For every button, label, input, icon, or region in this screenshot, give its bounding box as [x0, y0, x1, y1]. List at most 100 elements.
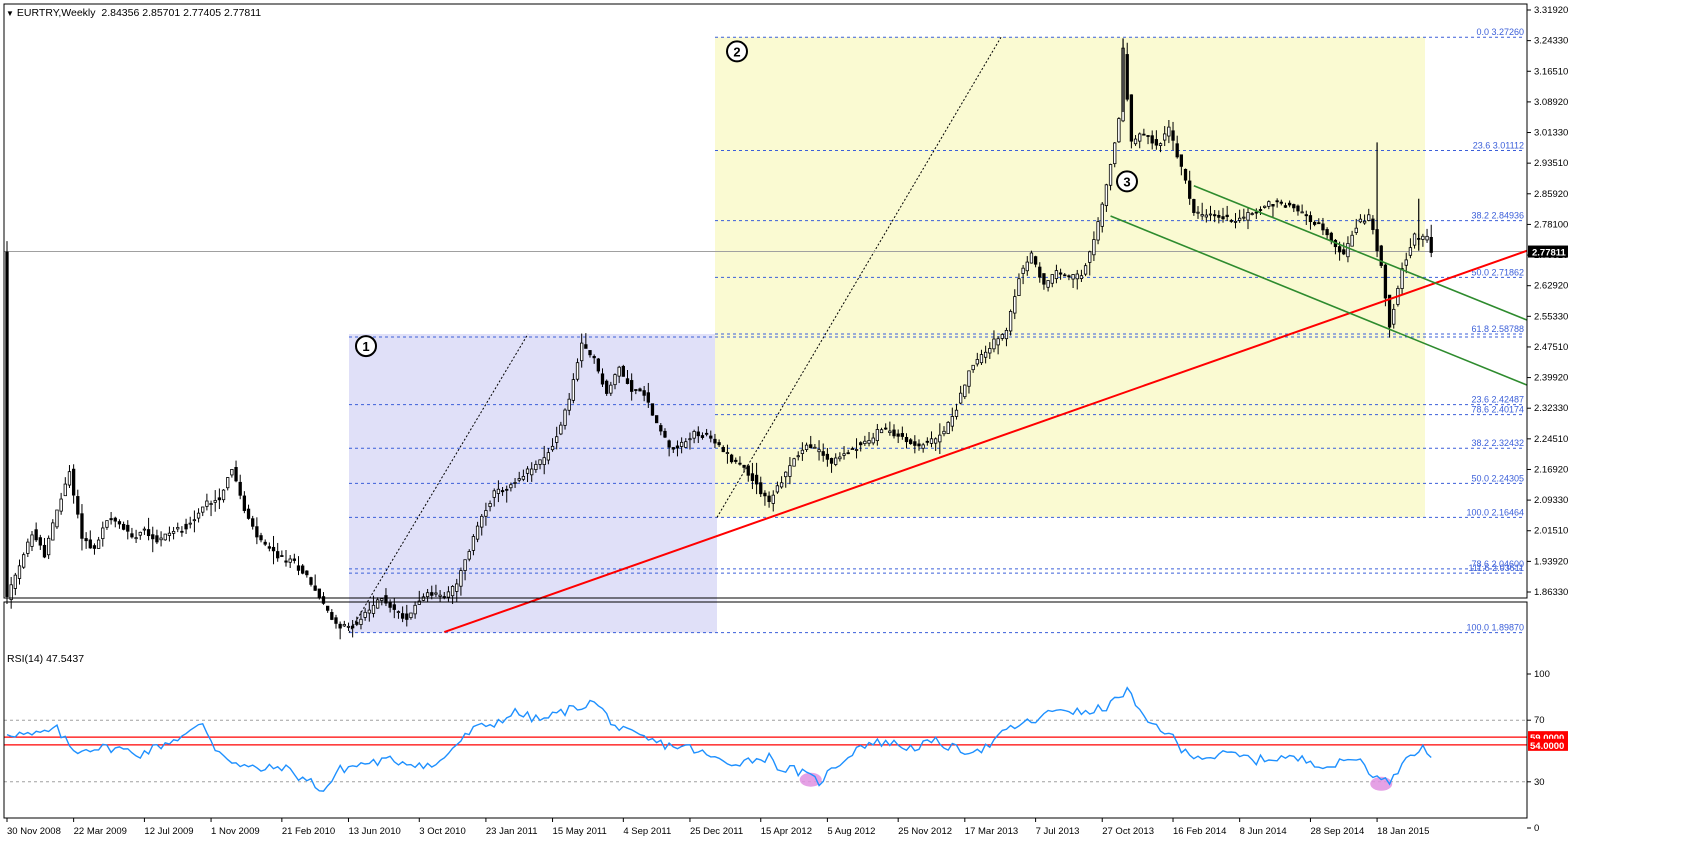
candle-body: [146, 529, 151, 537]
candle-body: [900, 433, 904, 437]
candle-body: [954, 409, 959, 417]
candle-body: [1271, 204, 1275, 207]
candle-body: [759, 482, 763, 495]
candle-body: [388, 601, 392, 608]
candle-body: [450, 586, 455, 597]
candle-body: [842, 453, 846, 456]
candle-body: [1079, 275, 1084, 279]
candle-body: [230, 469, 234, 476]
candle-body: [55, 509, 59, 528]
symbol-header: ▼ EURTRY,Weekly 2.84356 2.85701 2.77405 2…: [6, 7, 261, 19]
candle-body: [713, 438, 717, 444]
candle-body: [721, 447, 725, 453]
candle-body: [371, 604, 376, 614]
rsi-header: RSI(14) 47.5437: [7, 653, 85, 665]
candle-body: [101, 527, 105, 540]
candle-body: [1296, 205, 1300, 212]
candle-body: [1325, 229, 1329, 236]
candle-body: [317, 588, 321, 599]
candle-body: [463, 559, 467, 571]
price-tick-label: 3.08920: [1534, 97, 1568, 108]
candle-body: [1108, 164, 1113, 186]
fib2-level-5-label: 78.6 2.40174: [1471, 405, 1524, 415]
time-tick-label: 18 Jan 2015: [1377, 826, 1429, 837]
candle-body: [1342, 249, 1346, 255]
candle-body: [921, 444, 925, 449]
candle-body: [1267, 201, 1271, 207]
candle-body: [1292, 204, 1296, 209]
candle-body: [829, 458, 834, 464]
candle-body: [525, 468, 530, 474]
candle-body: [555, 436, 559, 443]
candle-body: [742, 464, 746, 468]
candle-body: [1429, 237, 1433, 253]
candle-body: [1350, 234, 1354, 247]
candle-body: [1329, 232, 1333, 242]
candle-body: [126, 524, 130, 532]
candle-body: [396, 611, 401, 614]
candle-body: [575, 362, 580, 380]
fib2-level-2-label: 38.2 2.84936: [1471, 211, 1524, 221]
candle-body: [334, 617, 338, 624]
candle-body: [405, 613, 409, 620]
price-tick-label: 2.24510: [1534, 434, 1568, 445]
candle-body: [1242, 216, 1246, 219]
candle-body: [330, 612, 334, 620]
candle-body: [1025, 261, 1029, 272]
time-tick-label: 15 May 2011: [553, 826, 607, 837]
candle-body: [1379, 245, 1383, 266]
time-tick-label: 3 Oct 2010: [419, 826, 465, 837]
candle-body: [596, 358, 600, 372]
candle-body: [213, 500, 217, 503]
candle-body: [854, 449, 859, 451]
candle-body: [542, 457, 546, 465]
time-tick-label: 23 Jan 2011: [486, 826, 538, 837]
candle-body: [550, 445, 555, 451]
collapse-arrow-icon[interactable]: ▼: [6, 9, 14, 18]
candle-body: [1196, 211, 1200, 214]
candle-body: [221, 489, 226, 501]
candle-body: [1104, 184, 1109, 207]
candle-body: [409, 612, 413, 619]
candle-body: [292, 558, 296, 561]
price-tick-label: 2.47510: [1534, 342, 1568, 353]
candle-body: [834, 457, 838, 465]
rsi-level-label: 59.0000: [1530, 733, 1564, 744]
candle-body: [455, 583, 459, 592]
candle-body: [1383, 264, 1388, 299]
candle-body: [1167, 126, 1171, 137]
candle-body: [1250, 213, 1254, 215]
candle-body: [563, 409, 567, 426]
candle-body: [96, 539, 101, 549]
candle-body: [1404, 259, 1408, 266]
candle-body: [417, 600, 421, 605]
candle-body: [63, 483, 67, 497]
candle-body: [26, 541, 30, 554]
fib2-level-0-label: 0.0 3.27260: [1476, 27, 1524, 37]
candle-body: [1238, 217, 1242, 221]
candle-body: [825, 453, 830, 460]
candle-body: [988, 348, 992, 354]
candle-body: [696, 431, 700, 437]
candle-body: [1367, 214, 1371, 221]
candle-body: [654, 415, 659, 424]
candle-body: [700, 435, 705, 438]
candle-body: [459, 570, 463, 587]
candle-body: [1183, 168, 1188, 181]
candle-body: [51, 522, 55, 541]
candle-body: [863, 440, 867, 445]
candle-body: [238, 481, 242, 496]
candle-body: [538, 459, 542, 465]
annotation-label: 1: [362, 339, 369, 354]
candle-body: [271, 546, 276, 552]
candle-body: [800, 449, 805, 455]
time-tick-label: 8 Jun 2014: [1240, 826, 1287, 837]
candle-body: [188, 522, 192, 525]
candle-body: [1317, 222, 1321, 225]
price-tick-label: 2.09330: [1534, 495, 1568, 506]
candle-body: [234, 467, 238, 482]
candle-body: [671, 447, 675, 450]
candle-body: [438, 594, 442, 597]
time-tick-label: 25 Dec 2011: [690, 826, 743, 837]
candle-body: [767, 495, 771, 503]
